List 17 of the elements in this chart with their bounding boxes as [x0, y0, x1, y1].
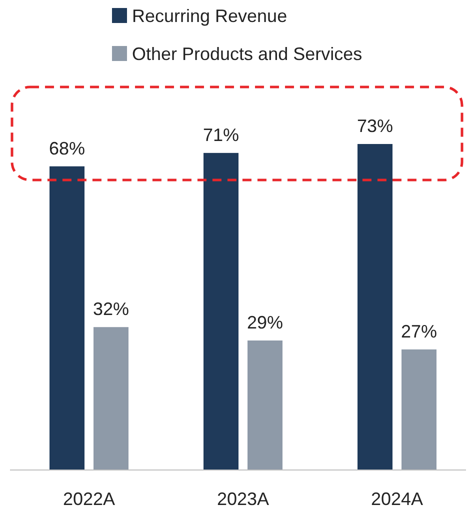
- legend-label: Other Products and Services: [132, 44, 362, 64]
- data-label: 68%: [48, 138, 86, 158]
- data-label: 73%: [356, 116, 394, 136]
- data-label: 29%: [246, 312, 284, 332]
- bar: [204, 152, 238, 470]
- data-label: 32%: [92, 299, 130, 320]
- bar: [248, 340, 282, 470]
- x-tick-label: 2023A: [216, 489, 270, 509]
- bar: [402, 349, 436, 470]
- data-label: 27%: [400, 321, 438, 342]
- x-tick-label: 2024A: [370, 489, 424, 509]
- bar: [94, 327, 128, 470]
- legend-label: Recurring Revenue: [132, 6, 288, 26]
- data-label: 71%: [202, 124, 240, 145]
- x-tick-label: 2022A: [62, 489, 116, 509]
- bar: [358, 144, 392, 470]
- bar: [50, 166, 84, 470]
